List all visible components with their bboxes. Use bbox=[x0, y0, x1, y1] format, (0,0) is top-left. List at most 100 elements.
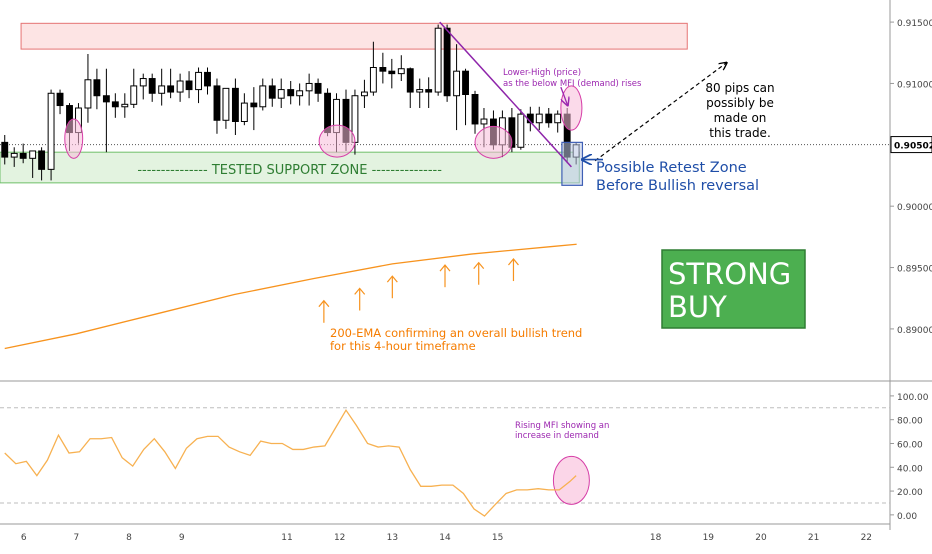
candle-6 bbox=[56, 89, 64, 115]
candle-body bbox=[287, 89, 295, 97]
candle-10 bbox=[93, 68, 101, 110]
lower-high-arrow bbox=[560, 86, 568, 105]
mfi-tick-label-3: 60.00 bbox=[897, 440, 923, 450]
pips-text-0: 80 pips can bbox=[705, 81, 774, 95]
pips-text-2: made on bbox=[714, 111, 767, 125]
mfi-tick-label-5: 100.00 bbox=[897, 393, 929, 403]
strong-buy-text-0: STRONG bbox=[668, 257, 791, 291]
candle-body bbox=[231, 87, 239, 123]
candle-0 bbox=[1, 135, 9, 165]
candle-body bbox=[195, 71, 202, 91]
mfi-tick-label-4: 80.00 bbox=[897, 417, 923, 427]
candle-body bbox=[259, 85, 267, 108]
time-tick-label-12: 21 bbox=[808, 533, 819, 543]
candle-body bbox=[545, 113, 553, 124]
candle-body bbox=[56, 92, 64, 107]
candle-body bbox=[434, 27, 442, 93]
strong-buy-bg bbox=[661, 249, 806, 329]
highlight-ellipse-1 bbox=[318, 124, 356, 158]
mfi-text-0: Rising MFI showing an bbox=[515, 421, 609, 431]
candle-body bbox=[471, 94, 479, 125]
ema-up-arrow-head bbox=[508, 258, 519, 266]
candle-33 bbox=[305, 73, 313, 106]
candle-body bbox=[296, 90, 304, 97]
candle-body bbox=[314, 82, 322, 94]
ema-text-0: 200-EMA confirming an overall bullish tr… bbox=[330, 326, 582, 340]
price-tick-label-5: 0.91500 bbox=[897, 19, 932, 29]
support-zone-label: --------------- TESTED SUPPORT ZONE ----… bbox=[137, 163, 442, 178]
candle-16 bbox=[148, 73, 156, 102]
ema-200-line bbox=[4, 243, 577, 350]
lower-high-text-0: Lower-High (price) bbox=[503, 68, 581, 78]
time-tick-label-8: 15 bbox=[492, 533, 503, 543]
candle-30 bbox=[277, 78, 285, 108]
downtrend-line bbox=[439, 21, 572, 168]
candle-body bbox=[277, 89, 285, 99]
candle-44 bbox=[406, 67, 414, 108]
retest-zone bbox=[561, 141, 584, 186]
candle-49 bbox=[453, 44, 461, 131]
candle-42 bbox=[388, 58, 396, 89]
time-tick-label-9: 18 bbox=[650, 533, 662, 543]
ema-up-arrow-head bbox=[473, 261, 485, 270]
candle-25 bbox=[231, 78, 239, 135]
time-tick-label-0: 6 bbox=[21, 533, 27, 543]
candle-12 bbox=[111, 93, 119, 118]
candle-body bbox=[416, 89, 424, 93]
candle-body bbox=[443, 27, 451, 97]
ema-up-arrow-3 bbox=[439, 264, 451, 288]
lower-high-text-1: as the below MFI (demand) rises bbox=[503, 79, 642, 89]
price-tick-label-4: 0.91000 bbox=[897, 80, 932, 90]
candle-body bbox=[130, 85, 138, 105]
ema-up-arrow-head bbox=[439, 264, 451, 272]
time-tick-label-3: 9 bbox=[179, 533, 185, 543]
candle-body bbox=[379, 67, 387, 72]
highlight-ellipse-3 bbox=[560, 85, 583, 131]
time-tick-label-1: 7 bbox=[73, 533, 79, 543]
candle-43 bbox=[397, 55, 405, 81]
candle-body bbox=[10, 152, 18, 158]
candle-26 bbox=[240, 93, 248, 126]
candle-body bbox=[369, 67, 377, 93]
candle-20 bbox=[185, 71, 193, 99]
candle-46 bbox=[425, 77, 433, 108]
candle-31 bbox=[287, 81, 295, 105]
ema-text-1: for this 4-hour timeframe bbox=[330, 339, 476, 353]
candle-28 bbox=[259, 78, 267, 111]
candle-29 bbox=[268, 78, 276, 107]
candle-body bbox=[29, 150, 37, 159]
time-tick-label-11: 20 bbox=[755, 533, 767, 543]
candle-5 bbox=[47, 89, 55, 181]
time-tick-label-5: 12 bbox=[334, 533, 345, 543]
highlight-ellipse-2 bbox=[474, 125, 513, 159]
current-price-tag bbox=[890, 136, 932, 154]
candle-body bbox=[102, 95, 110, 103]
time-tick-label-4: 11 bbox=[281, 533, 292, 543]
candle-15 bbox=[139, 73, 147, 100]
time-tick-label-2: 8 bbox=[126, 533, 132, 543]
price-tick-label-1: 0.89500 bbox=[897, 265, 932, 275]
target-arrow bbox=[594, 63, 727, 162]
candle-1 bbox=[10, 147, 18, 167]
candle-body bbox=[453, 70, 461, 97]
ema-up-arrow-1 bbox=[354, 287, 366, 311]
mfi-tick-label-1: 20.00 bbox=[897, 488, 923, 498]
candle-60 bbox=[554, 110, 562, 133]
ema-up-arrow-0 bbox=[318, 299, 330, 323]
mfi-text-1: increase in demand bbox=[515, 431, 599, 441]
candle-body bbox=[176, 80, 184, 93]
candle-body bbox=[517, 113, 525, 148]
candle-body bbox=[121, 103, 129, 108]
candle-body bbox=[213, 85, 221, 121]
resistance-zone bbox=[20, 22, 688, 50]
candle-body bbox=[93, 79, 101, 97]
candle-body bbox=[47, 92, 55, 170]
candle-body bbox=[305, 82, 313, 92]
current-price-tag-label: 0.90502 bbox=[894, 142, 932, 152]
candle-body bbox=[508, 117, 516, 148]
candle-56 bbox=[517, 109, 525, 150]
candle-body bbox=[19, 152, 27, 159]
candle-39 bbox=[360, 79, 368, 108]
